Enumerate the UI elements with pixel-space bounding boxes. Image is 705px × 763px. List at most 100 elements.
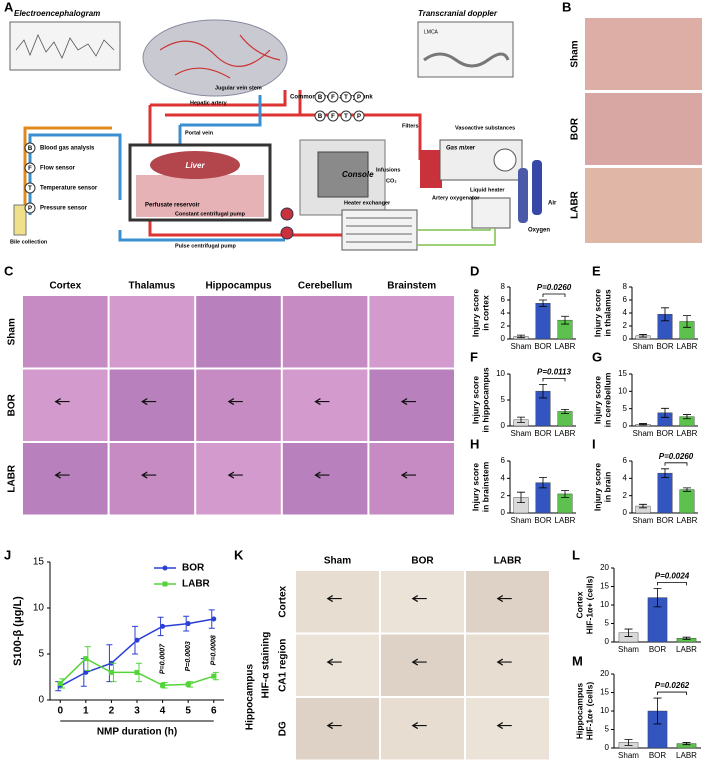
diagram-label: Constant centrifugal pump [175, 211, 246, 217]
y-tick-label: 10 [600, 706, 609, 715]
y-axis-label: Injury score [592, 376, 602, 424]
arrow [326, 722, 342, 730]
row-label: Hippocampus [245, 664, 256, 731]
panel-letter: K [234, 547, 244, 562]
column-header: BOR [411, 556, 434, 567]
diagram-label: Filters [402, 123, 419, 129]
y-axis-label: in thalamus [602, 289, 612, 337]
row-label: HIF-α staining [261, 632, 272, 699]
panel-letter: C [4, 263, 14, 278]
panel-letter: G [592, 349, 602, 364]
x-tick-label: BOR [534, 342, 552, 351]
micrograph [296, 698, 379, 760]
micrograph [296, 634, 379, 696]
venous-line-2 [28, 133, 285, 242]
x-tick-label: Sham [618, 645, 639, 654]
liver [150, 151, 240, 179]
diagram-label: Artery oxygenator [432, 195, 480, 201]
error-bar [682, 636, 691, 640]
x-tick-label: BOR [534, 429, 552, 438]
sensor-symbol: F [28, 166, 32, 172]
y-axis-label: HIF-1α+ (cells) [584, 682, 594, 741]
arrow [141, 398, 157, 406]
y-tick-label: 8 [501, 282, 506, 291]
x-tick-label: LABR [677, 429, 698, 438]
micrograph [381, 571, 464, 633]
y-axis-label: Injury score [470, 289, 480, 337]
y-tick-label: 4 [501, 473, 506, 482]
column-header: Cortex [49, 281, 81, 292]
legend-marker [162, 581, 168, 587]
oxygen-tank [518, 168, 528, 223]
x-tick-label: LABR [676, 751, 697, 760]
micrograph [466, 698, 549, 760]
sensor-symbol: P [357, 114, 361, 120]
micrograph [23, 296, 108, 368]
panel-letter: B [562, 0, 571, 14]
diagram-label: Pulse centrifugal pump [175, 243, 236, 249]
x-axis-label: NMP duration (h) [97, 727, 177, 738]
y-tick-label: 0 [623, 334, 628, 343]
arrow [54, 471, 70, 479]
p-value: P=0.0007 [159, 643, 166, 674]
x-tick-label: LABR [677, 342, 698, 351]
y-axis-label: Injury score [592, 463, 602, 511]
sensor-symbol: T [344, 95, 348, 101]
diagram-label: Vasoactive substances [455, 125, 515, 131]
row-label: CA1 region [278, 639, 289, 692]
point [108, 669, 114, 675]
arrow [496, 658, 512, 666]
x-tick-label: LABR [676, 645, 697, 654]
sensor-label: Temperature sensor [40, 186, 98, 192]
error-bar [561, 490, 569, 498]
micrograph [369, 296, 454, 368]
sensor-symbol: F [331, 95, 335, 101]
y-tick-label: 5 [38, 649, 44, 660]
y-tick-label: 10 [618, 386, 627, 395]
y-tick-label: 6 [623, 456, 628, 465]
y-tick-label: 10 [600, 600, 609, 609]
panel-letter: A [4, 0, 14, 14]
row-label: Sham [570, 40, 581, 67]
micrograph [23, 369, 108, 441]
sensor-icon [353, 91, 365, 103]
micrograph [109, 369, 195, 441]
schematic [9, 19, 542, 251]
sensor-icon [24, 182, 36, 194]
gauge [493, 148, 517, 172]
photo [585, 93, 702, 165]
y-tick-label: 2 [623, 321, 628, 330]
bile-line [23, 126, 112, 205]
arrow [314, 471, 330, 479]
arrow [141, 471, 157, 479]
y-tick-label: 10 [496, 369, 505, 378]
micrograph [296, 571, 379, 633]
arrow [326, 658, 342, 666]
x-tick-label: Sham [511, 429, 532, 438]
vessels [159, 34, 281, 79]
error-bar [539, 384, 547, 399]
y-axis-label: in brain [602, 472, 612, 503]
brain [142, 19, 288, 97]
significance-bracket [542, 378, 566, 382]
panel-letter: H [470, 436, 479, 451]
sensor-icon [353, 110, 365, 122]
y-tick-label: 0 [38, 695, 44, 706]
sensor-icon [327, 110, 339, 122]
p-value: P=0.0260 [537, 283, 572, 292]
x-tick-label: BOR [656, 516, 674, 525]
micrograph [282, 369, 368, 441]
sensor-icon [340, 110, 352, 122]
x-tick-label: Sham [511, 342, 532, 351]
diagram-label: Hepatic artery [190, 100, 228, 106]
micrograph [109, 443, 195, 515]
photo [585, 18, 702, 90]
micrograph [369, 443, 454, 515]
error-bar [639, 334, 647, 338]
x-tick-label: LABR [555, 342, 576, 351]
y-tick-label: 5 [501, 395, 506, 404]
error-bar [653, 697, 662, 725]
diagram-label: Air [548, 201, 557, 207]
y-tick-label: 5 [605, 619, 610, 628]
